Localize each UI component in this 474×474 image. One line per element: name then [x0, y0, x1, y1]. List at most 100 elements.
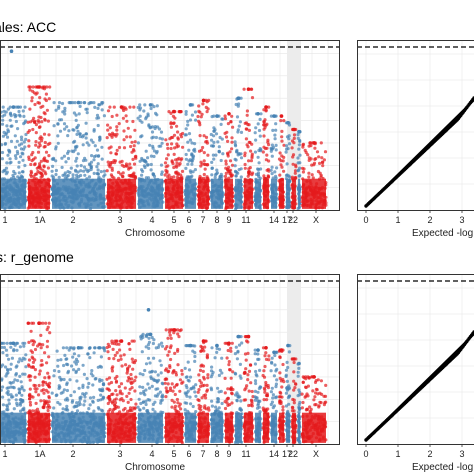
snp-point	[26, 120, 30, 124]
snp-point	[176, 349, 180, 353]
snp-point	[317, 155, 321, 159]
snp-point	[163, 381, 167, 385]
snp-point	[56, 134, 60, 138]
snp-point	[39, 333, 43, 337]
snp-point	[73, 101, 77, 105]
snp-point	[312, 163, 316, 167]
snp-point	[213, 356, 217, 360]
snp-point	[274, 128, 278, 132]
snp-point	[290, 175, 294, 179]
snp-point	[190, 153, 194, 157]
snp-point	[100, 145, 104, 149]
snp-point	[234, 102, 238, 107]
snp-point	[197, 388, 201, 392]
snp-point	[144, 149, 148, 153]
snp-point	[29, 171, 34, 175]
chromosome-tick-label: 5	[171, 215, 176, 225]
snp-point	[38, 96, 42, 100]
snp-point	[33, 102, 37, 107]
snp-point	[169, 336, 173, 340]
snp-point	[149, 125, 153, 129]
snp-point	[183, 391, 187, 395]
snp-point	[187, 368, 192, 372]
snp-point	[72, 111, 76, 115]
snp-point	[230, 136, 234, 140]
snp-point	[52, 101, 56, 105]
snp-point	[68, 101, 72, 105]
chromosome-tick-label: 4	[149, 215, 154, 225]
snp-point	[22, 122, 26, 126]
snp-point	[198, 174, 202, 179]
snp-point	[169, 146, 173, 151]
snp-point	[173, 351, 177, 355]
snp-point	[85, 111, 89, 115]
snp-point	[153, 370, 157, 374]
snp-point	[237, 168, 241, 172]
snp-point	[18, 357, 22, 361]
snp-point	[43, 118, 47, 122]
snp-point	[107, 356, 111, 361]
snp-point	[160, 137, 164, 141]
snp-point	[159, 371, 163, 375]
snp-point	[47, 321, 51, 325]
snp-point	[280, 139, 284, 143]
snp-point	[95, 165, 99, 169]
snp-peak-point	[227, 112, 231, 116]
snp-point	[92, 155, 97, 159]
snp-point	[102, 174, 106, 178]
snp-point	[139, 337, 143, 341]
snp-point	[121, 175, 125, 179]
snp-point	[269, 149, 273, 153]
snp-point	[137, 397, 141, 401]
snp-point	[163, 368, 168, 372]
snp-point	[17, 171, 21, 175]
snp-point	[46, 166, 51, 170]
snp-point	[301, 143, 305, 147]
snp-point	[40, 139, 44, 143]
snp-point	[52, 406, 56, 410]
snp-point	[175, 382, 179, 387]
snp-peak-point	[201, 339, 206, 343]
snp-point	[223, 117, 228, 121]
snp-point	[17, 391, 22, 395]
snp-dense-band	[263, 178, 269, 209]
snp-point	[150, 384, 154, 388]
snp-point	[14, 341, 19, 345]
snp-point	[34, 140, 38, 144]
snp-point	[307, 144, 311, 148]
snp-point	[321, 161, 325, 165]
snp-dense-band	[52, 412, 105, 443]
snp-point	[140, 134, 144, 138]
snp-point	[236, 171, 240, 175]
snp-point	[15, 139, 19, 143]
snp-point	[160, 341, 164, 345]
snp-point	[90, 101, 94, 105]
snp-point	[220, 117, 224, 121]
snp-point	[44, 92, 49, 96]
snp-point	[34, 401, 38, 405]
snp-point	[214, 153, 218, 157]
snp-point	[155, 151, 159, 155]
snp-point	[250, 142, 254, 146]
snp-point	[2, 341, 6, 345]
snp-point	[217, 390, 221, 394]
snp-point	[253, 150, 257, 154]
snp-point	[224, 162, 228, 166]
snp-point	[238, 120, 242, 124]
snp-point	[29, 120, 33, 124]
snp-point	[178, 110, 182, 114]
snp-point	[28, 387, 32, 391]
snp-point	[256, 155, 260, 159]
snp-point	[151, 407, 155, 411]
snp-point	[68, 170, 72, 175]
snp-point	[218, 368, 222, 372]
snp-point	[152, 356, 156, 360]
snp-point	[113, 401, 118, 405]
snp-peak-point	[37, 321, 41, 326]
snp-point	[78, 134, 82, 139]
snp-point	[149, 154, 153, 158]
snp-point	[95, 148, 100, 152]
snp-point	[296, 133, 300, 137]
snp-point	[112, 342, 116, 346]
